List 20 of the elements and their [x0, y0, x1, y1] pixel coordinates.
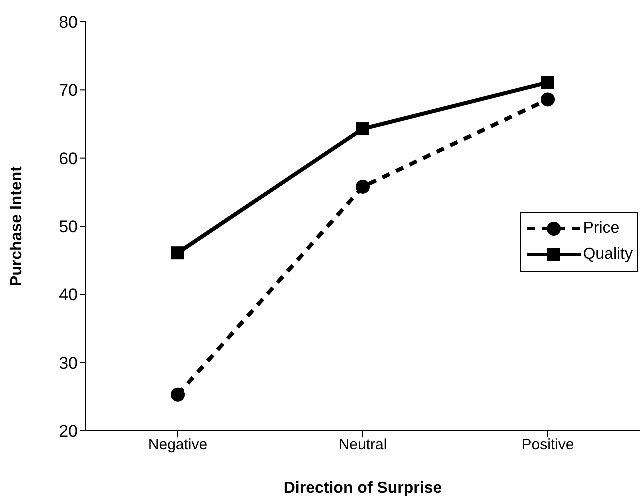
legend-label: Quality — [583, 246, 633, 264]
x-axis-title: Direction of Surprise — [284, 480, 442, 497]
point — [356, 122, 370, 136]
y-tick-label: 50 — [59, 218, 78, 237]
y-tick-label: 70 — [59, 81, 78, 100]
x-tick-label: Positive — [522, 436, 574, 454]
legend-label: Price — [583, 220, 620, 238]
y-axis-title: Purchase Intent — [8, 166, 26, 287]
point — [172, 246, 184, 260]
x-tick-label: Neutral — [338, 436, 388, 454]
y-tick-label: 30 — [59, 354, 78, 373]
x-tick-label: Negative — [148, 436, 208, 454]
y-tick-label: 80 — [59, 13, 78, 32]
point — [171, 388, 185, 402]
y-tick-label: 20 — [59, 422, 78, 442]
point — [542, 76, 554, 90]
y-tick-label: 60 — [59, 149, 78, 168]
y-tick-label: 40 — [59, 286, 78, 305]
point — [541, 92, 555, 107]
point — [356, 180, 370, 194]
